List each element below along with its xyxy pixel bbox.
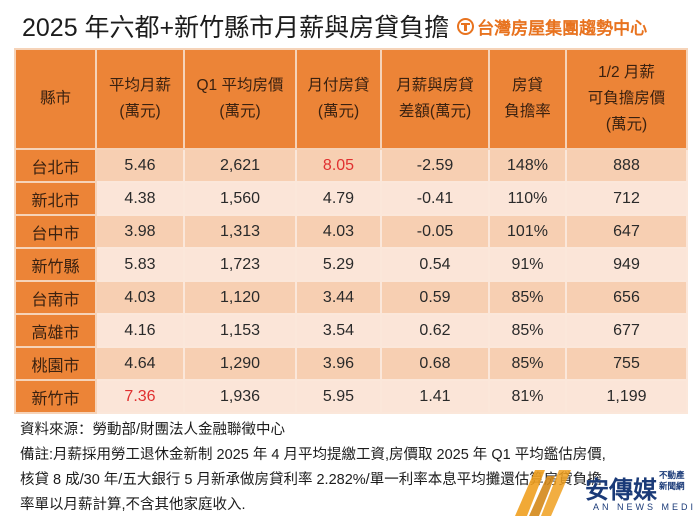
cell-salary: 4.64 [95,346,185,381]
watermark-english: AN NEWS MEDIA [593,502,696,512]
cell-afford: 647 [565,214,688,249]
cell-ratio: 85% [488,280,567,315]
cell-price: 1,313 [183,214,297,249]
cell-city: 台南市 [14,280,97,315]
page-title: 2025 年六都+新竹縣市月薪與房貸負擔 [22,14,450,42]
salary-mortgage-table: 縣市 平均月薪 (萬元) Q1 平均房價 (萬元) 月付房貸 (萬元) 月薪與房貸 差額… [14,48,688,414]
cell-ratio: 85% [488,313,567,348]
cell-diff: 0.68 [380,346,490,381]
cell-price: 1,120 [183,280,297,315]
cell-diff: -0.05 [380,214,490,249]
table-header-row: 縣市 平均月薪 (萬元) Q1 平均房價 (萬元) 月付房貸 (萬元) 月薪與房貸 差額… [14,48,688,150]
remark-line-2: 核貸 8 成/30 年/五大銀行 5 月新承做房貸利率 2.282%/單一利率本… [20,472,602,488]
cell-price: 1,290 [183,346,297,381]
cell-ratio: 91% [488,247,567,282]
cell-city: 桃園市 [14,346,97,381]
cell-diff: 0.54 [380,247,490,282]
column-header-salary: 平均月薪 (萬元) [95,48,185,150]
cell-ratio: 148% [488,148,567,183]
cell-afford: 755 [565,346,688,381]
cell-ratio: 101% [488,214,567,249]
column-header-afford: 1/2 月薪 可負擔房價 (萬元) [565,48,688,150]
watermark-subtitle: 不動產 新聞網 [659,470,685,491]
column-header-mortgage: 月付房貸 (萬元) [295,48,382,150]
cell-price: 2,621 [183,148,297,183]
cell-afford: 1,199 [565,379,688,414]
title-bar: 2025 年六都+新竹縣市月薪與房貸負擔 台灣房屋集團趨勢中心 [22,8,692,44]
cell-mortgage: 3.96 [295,346,382,381]
source-note: 資料來源：勞動部/財團法人金融聯徵中心 [20,422,286,438]
column-header-ratio: 房貸 負擔率 [488,48,567,150]
cell-salary-highlight: 7.36 [95,379,185,414]
cell-mortgage: 4.79 [295,181,382,216]
cell-city: 新北市 [14,181,97,216]
table-row: 桃園市 4.64 1,290 3.96 0.68 85% 755 [14,346,688,381]
cell-diff: -2.59 [380,148,490,183]
cell-diff: -0.41 [380,181,490,216]
table-row: 高雄市 4.16 1,153 3.54 0.62 85% 677 [14,313,688,348]
cell-city: 高雄市 [14,313,97,348]
table-row: 新竹縣 5.83 1,723 5.29 0.54 91% 949 [14,247,688,282]
brand-logo: 台灣房屋集團趨勢中心 [457,14,647,39]
cell-diff: 0.59 [380,280,490,315]
table-row: 台北市 5.46 2,621 8.05 -2.59 148% 888 [14,148,688,183]
watermark-name: 安傳媒 [585,477,657,504]
table-row: 新北市 4.38 1,560 4.79 -0.41 110% 712 [14,181,688,216]
cell-salary: 4.38 [95,181,185,216]
footnotes: 資料來源：勞動部/財團法人金融聯徵中心 備註:月薪採用勞工退休金新制 2025 … [20,418,690,518]
cell-afford: 677 [565,313,688,348]
column-header-price: Q1 平均房價 (萬元) [183,48,297,150]
table-row: 台中市 3.98 1,313 4.03 -0.05 101% 647 [14,214,688,249]
cell-city: 新竹市 [14,379,97,414]
cell-mortgage: 3.44 [295,280,382,315]
cell-mortgage: 5.95 [295,379,382,414]
cell-city: 台北市 [14,148,97,183]
cell-price: 1,560 [183,181,297,216]
an-news-logo-icon [515,470,571,516]
cell-price: 1,723 [183,247,297,282]
cell-afford: 712 [565,181,688,216]
cell-salary: 4.16 [95,313,185,348]
cell-ratio: 85% [488,346,567,381]
remark-line-1: 備註:月薪採用勞工退休金新制 2025 年 4 月平均提繳工資,房價取 2025… [20,447,606,463]
cell-diff: 0.62 [380,313,490,348]
remark-line-3: 率單以月薪計算,不含其他家庭收入. [20,497,246,513]
table-row: 新竹市 7.36 1,936 5.95 1.41 81% 1,199 [14,379,688,414]
cell-afford: 949 [565,247,688,282]
cell-salary: 5.46 [95,148,185,183]
cell-mortgage: 5.29 [295,247,382,282]
an-news-media-watermark: 安傳媒 不動產 新聞網 AN NEWS MEDIA [515,466,696,520]
table-row: 台南市 4.03 1,120 3.44 0.59 85% 656 [14,280,688,315]
column-header-city: 縣市 [14,48,97,150]
brand-logo-text: 台灣房屋集團趨勢中心 [477,18,648,38]
cell-ratio: 110% [488,181,567,216]
cell-mortgage-highlight: 8.05 [295,148,382,183]
cell-salary: 3.98 [95,214,185,249]
cell-afford: 888 [565,148,688,183]
cell-city: 新竹縣 [14,247,97,282]
cell-price: 1,936 [183,379,297,414]
column-header-diff: 月薪與房貸 差額(萬元) [380,48,490,150]
taiwan-realty-logo-icon [457,17,475,35]
cell-afford: 656 [565,280,688,315]
cell-price: 1,153 [183,313,297,348]
cell-salary: 4.03 [95,280,185,315]
cell-mortgage: 4.03 [295,214,382,249]
cell-salary: 5.83 [95,247,185,282]
cell-diff: 1.41 [380,379,490,414]
cell-ratio: 81% [488,379,567,414]
cell-mortgage: 3.54 [295,313,382,348]
cell-city: 台中市 [14,214,97,249]
